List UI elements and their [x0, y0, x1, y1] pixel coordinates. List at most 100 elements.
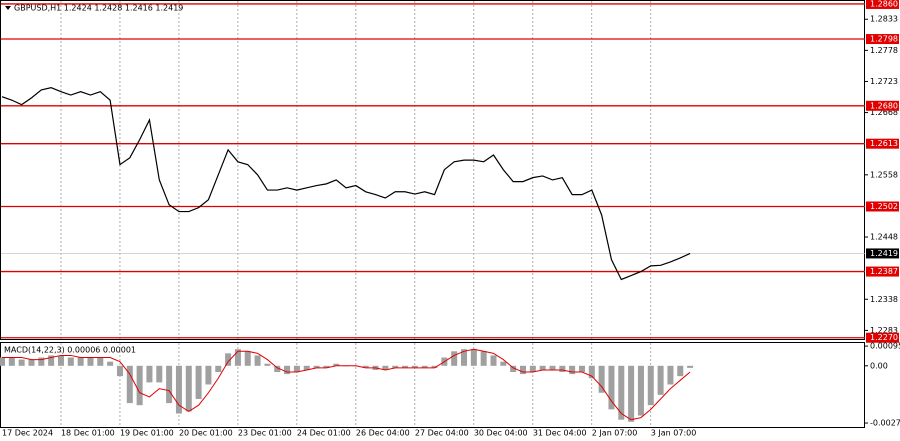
macd-bar: [461, 349, 468, 366]
level-label: 1.2680: [870, 101, 898, 110]
x-tick-label: 17 Dec 2024: [2, 429, 53, 438]
macd-bar: [578, 365, 585, 373]
y-tick-label: 1.2668: [870, 108, 898, 117]
macd-bar: [234, 349, 241, 366]
y-tick-label: 1.2723: [870, 77, 898, 86]
macd-bar: [362, 365, 369, 368]
macd-title: MACD(14,22,3) 0.00006 0.00001: [4, 346, 136, 355]
macd-bar: [67, 357, 74, 366]
y-tick-label: 0.00095: [870, 342, 900, 351]
y-tick-label: 1.2338: [870, 295, 898, 304]
macd-bar: [48, 355, 55, 366]
macd-bar: [284, 365, 291, 375]
macd-bar: [480, 351, 487, 366]
x-tick-label: 30 Dec 04:00: [474, 429, 528, 438]
macd-bar: [333, 363, 340, 366]
x-tick-label: 31 Dec 04:00: [533, 429, 587, 438]
macd-bar: [274, 365, 281, 373]
macd-bar: [254, 355, 261, 366]
macd-bar: [637, 365, 644, 416]
level-label: 1.2270: [870, 333, 898, 342]
price-panel: [0, 0, 865, 340]
chart-title: GBPUSD,H1 1.2424 1.2428 1.2416 1.2419: [14, 4, 183, 13]
macd-bar: [647, 365, 654, 406]
y-tick-label: 0.00: [870, 361, 888, 370]
macd-bar: [28, 359, 35, 366]
x-tick-label: 18 Dec 01:00: [61, 429, 115, 438]
macd-bar: [470, 349, 477, 366]
macd-bar: [136, 365, 143, 406]
macd-bar: [549, 365, 556, 370]
y-tick-label: 1.2558: [870, 170, 898, 179]
x-tick-label: 23 Dec 01:00: [238, 429, 292, 438]
macd-bar: [195, 365, 202, 399]
macd-bar: [687, 365, 694, 368]
macd-bar: [431, 365, 438, 368]
macd-bar: [382, 365, 389, 370]
x-tick-label: 19 Dec 01:00: [120, 429, 174, 438]
macd-bar: [57, 355, 64, 366]
macd-bar: [392, 365, 399, 368]
macd-bar: [175, 365, 182, 414]
macd-bar: [657, 365, 664, 395]
macd-bar: [667, 365, 674, 385]
macd-bar: [500, 361, 507, 366]
level-tag: [866, 34, 899, 45]
level-tag: [866, 332, 899, 343]
level-tag: [866, 201, 899, 212]
macd-bar: [146, 365, 153, 383]
level-tag: [866, 100, 899, 111]
macd-bar: [519, 365, 526, 375]
macd-bar: [215, 365, 222, 373]
level-label: 1.2798: [870, 35, 898, 44]
macd-bar: [569, 365, 576, 375]
y-tick-label: 1.2283: [870, 326, 898, 335]
level-tag: [866, 0, 899, 9]
macd-bar: [303, 365, 310, 370]
x-tick-label: 2 Jan 07:00: [592, 429, 638, 438]
x-tick-label: 26 Dec 04:00: [356, 429, 410, 438]
macd-bar: [156, 365, 163, 383]
y-tick-label: 1.2778: [870, 46, 898, 55]
macd-bar: [598, 365, 605, 393]
macd-bar: [225, 353, 232, 366]
macd-panel: [0, 342, 865, 428]
macd-bar: [77, 357, 84, 366]
price-line: [1, 87, 691, 281]
macd-bar: [402, 365, 409, 368]
y-tick-label: 1.2833: [870, 15, 898, 24]
macd-bar: [87, 357, 94, 366]
level-label: 1.2613: [870, 139, 898, 148]
macd-bar: [185, 365, 192, 412]
macd-bar: [539, 365, 546, 370]
signal-line: [2, 348, 691, 421]
level-tag: [866, 138, 899, 149]
macd-bar: [628, 365, 635, 422]
macd-bar: [529, 365, 536, 373]
macd-bar: [618, 365, 625, 420]
macd-bar: [588, 365, 595, 379]
macd-bar: [244, 351, 251, 366]
macd-bar: [451, 351, 458, 366]
level-label: 1.2387: [870, 267, 898, 276]
macd-bar: [38, 357, 45, 366]
macd-bar: [510, 365, 517, 373]
macd-bar: [313, 365, 320, 368]
macd-bar: [264, 363, 271, 366]
y-tick-label: 1.2448: [870, 233, 898, 242]
macd-bar: [411, 365, 418, 368]
menu-arrow: [5, 6, 11, 10]
macd-bar: [293, 365, 300, 373]
macd-bar: [205, 365, 212, 385]
level-tag: [866, 266, 899, 277]
macd-bar: [490, 355, 497, 366]
macd-bar: [126, 365, 133, 404]
macd-bar: [97, 357, 104, 366]
x-tick-label: 20 Dec 01:00: [179, 429, 233, 438]
y-tick-label: -0.00276: [870, 419, 900, 428]
x-tick-label: 24 Dec 01:00: [297, 429, 351, 438]
macd-bar: [0, 357, 5, 366]
macd-bar: [421, 365, 428, 368]
macd-bar: [8, 357, 15, 366]
